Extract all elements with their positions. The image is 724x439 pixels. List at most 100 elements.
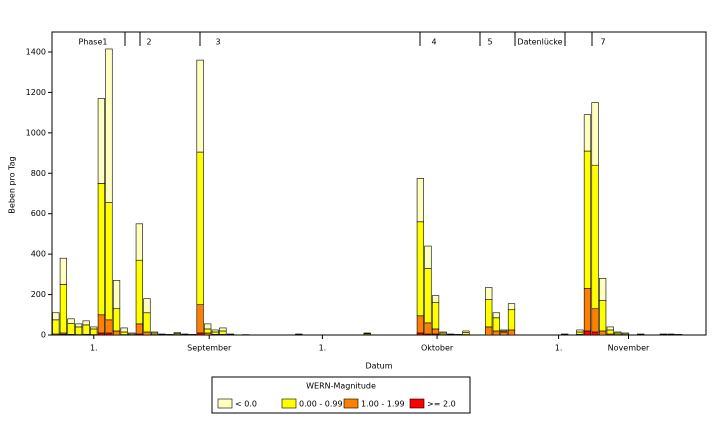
bar-segment <box>90 326 98 330</box>
legend-box <box>211 376 471 414</box>
bar-segment <box>583 330 592 336</box>
bar-segment <box>120 327 128 333</box>
y-tick-label: 1000 <box>26 128 46 137</box>
bar-segment <box>97 183 105 316</box>
bar-segment <box>583 288 592 332</box>
bar-segment <box>606 326 614 331</box>
bar-segment <box>416 178 424 223</box>
bar-segment <box>211 331 219 335</box>
bar-segment <box>52 319 60 335</box>
legend-swatch <box>409 398 425 409</box>
bar-segment <box>90 328 98 335</box>
bar-segment <box>507 303 516 311</box>
bar-segment <box>196 59 204 153</box>
bar-segment <box>120 331 128 335</box>
bar-segment <box>219 330 227 335</box>
bar-segment <box>424 245 432 269</box>
x-tick-label: November <box>608 344 650 353</box>
bar-segment <box>67 318 75 324</box>
bar-segment <box>150 331 159 334</box>
bar-segment <box>82 320 90 326</box>
bar-segment <box>492 312 500 319</box>
bar-segment <box>295 333 303 335</box>
x-axis-title: Datum <box>365 362 392 371</box>
bar-segment <box>74 323 83 328</box>
bar-segment <box>424 322 432 335</box>
y-tick-label: 200 <box>31 290 46 299</box>
phase-label: Datenlücke <box>517 38 562 47</box>
y-tick-label: 1200 <box>26 88 46 97</box>
phase-label: 2 <box>146 38 151 47</box>
legend-title: WERN-Magnitude <box>306 382 376 391</box>
y-tick-label: 0 <box>41 331 46 340</box>
y-axis-title: Beben pro Tag <box>8 156 17 213</box>
bar-segment <box>583 114 592 152</box>
bar-segment <box>507 309 516 331</box>
bar-segment <box>105 332 113 336</box>
bar-segment <box>97 332 105 336</box>
bar-segment <box>431 328 440 335</box>
bar-segment <box>591 331 599 336</box>
bar-segment <box>431 295 440 303</box>
bar-segment <box>667 333 675 335</box>
y-tick-label: 1400 <box>26 48 46 57</box>
bar-segment <box>500 331 508 336</box>
y-tick-label: 800 <box>31 169 46 178</box>
x-tick-label: 1. <box>319 344 327 353</box>
phase-label: 3 <box>215 38 220 47</box>
legend-swatch <box>343 398 359 409</box>
bar-segment <box>196 151 204 305</box>
bar-segment <box>128 332 136 335</box>
bar-segment <box>599 330 607 336</box>
bar-segment <box>105 48 113 203</box>
bar-segment <box>591 102 599 166</box>
bar-segment <box>105 319 113 334</box>
bar-segment <box>135 323 143 335</box>
plot-frame <box>51 31 707 336</box>
bar-segment <box>97 98 105 184</box>
bar-segment <box>59 284 67 334</box>
y-tick-label: 600 <box>31 209 46 218</box>
x-tick-label: September <box>187 344 232 353</box>
legend-label: < 0.0 <box>235 400 257 409</box>
bar-segment <box>204 328 212 334</box>
phase-label: Phase1 <box>79 38 108 47</box>
bar-segment <box>143 331 151 336</box>
phase-label: 5 <box>487 38 492 47</box>
bar-segment <box>637 333 645 335</box>
bar-segment <box>173 332 181 334</box>
x-tick-label: 1. <box>555 344 563 353</box>
bar-segment <box>135 259 143 325</box>
bar-segment <box>97 314 105 334</box>
bar-segment <box>576 331 584 335</box>
bar-segment <box>204 323 212 330</box>
bar-segment <box>431 302 440 330</box>
bar-segment <box>105 202 113 321</box>
x-tick-label: Oktober <box>421 344 454 353</box>
bar-segment <box>82 324 90 335</box>
legend-label: 0.00 - 0.99 <box>299 400 343 409</box>
y-tick-label: 400 <box>31 250 46 259</box>
bar-segment <box>576 329 584 333</box>
bar-segment <box>416 332 424 336</box>
legend-swatch <box>281 398 297 409</box>
bar-segment <box>492 317 500 332</box>
phase-label: 7 <box>600 38 605 47</box>
bar-segment <box>112 330 121 336</box>
bar-segment <box>462 330 470 333</box>
legend-label: 1.00 - 1.99 <box>361 400 405 409</box>
bar-segment <box>196 304 204 334</box>
bar-segment <box>112 308 121 332</box>
bar-segment <box>135 223 143 261</box>
bar-segment <box>67 322 75 335</box>
bar-segment <box>492 330 500 336</box>
bar-segment <box>599 300 607 332</box>
bar-segment <box>485 299 493 328</box>
bar-segment <box>500 329 508 332</box>
bar-segment <box>204 332 212 336</box>
bar-segment <box>424 267 432 324</box>
phase-label: 4 <box>431 38 436 47</box>
bar-segment <box>599 278 607 301</box>
bar-segment <box>112 280 121 310</box>
bar-segment <box>606 329 614 335</box>
